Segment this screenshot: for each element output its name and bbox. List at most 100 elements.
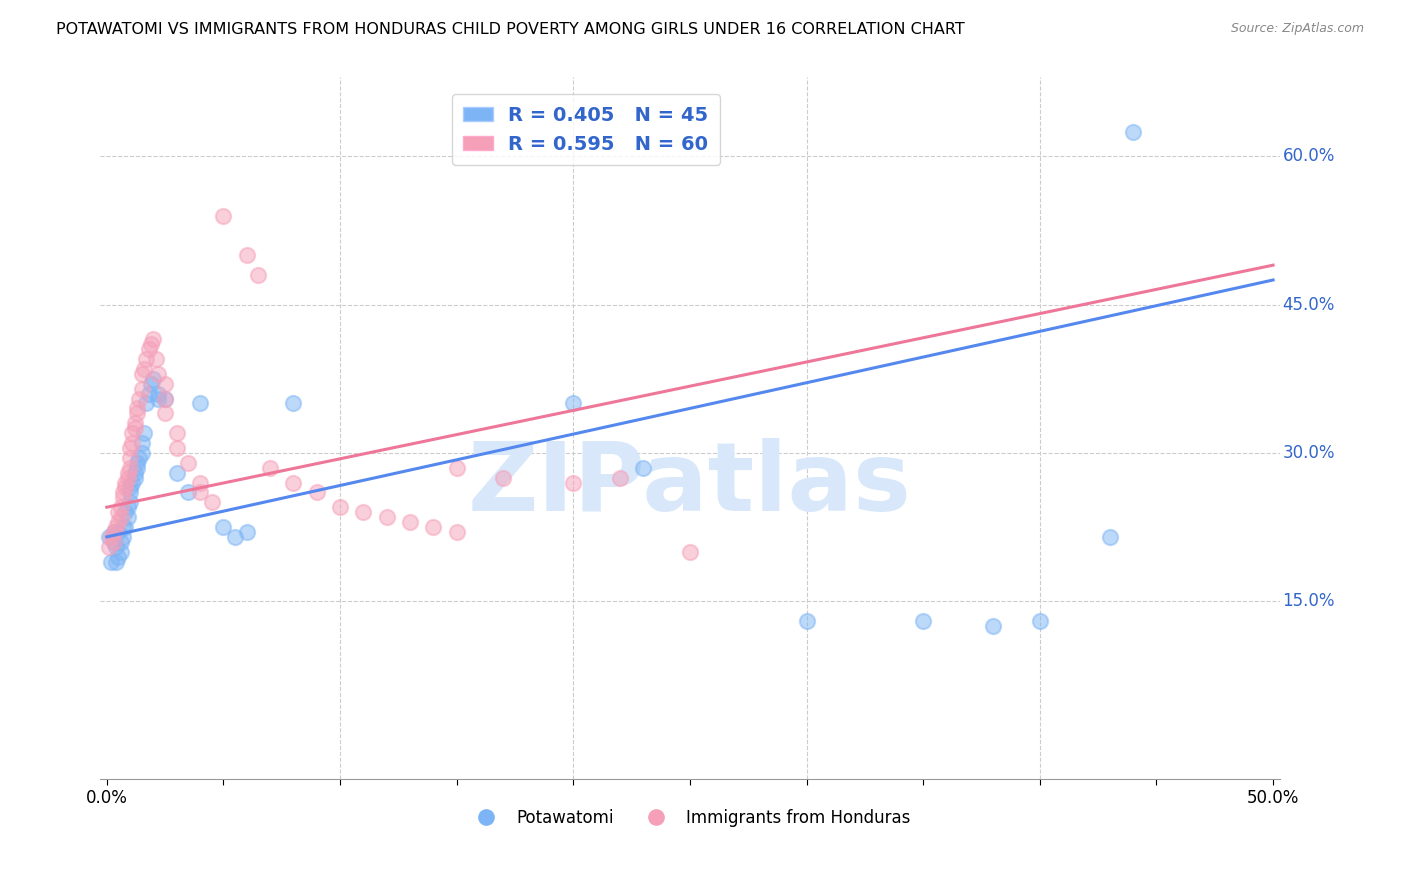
Point — [679, 544, 702, 558]
Point — [422, 520, 444, 534]
Point — [131, 436, 153, 450]
Point — [138, 386, 160, 401]
Point — [121, 426, 143, 441]
Point — [142, 332, 165, 346]
Point — [110, 500, 132, 515]
Point — [124, 470, 146, 484]
Point — [132, 362, 155, 376]
Point — [166, 426, 188, 441]
Point — [283, 396, 305, 410]
Point — [399, 515, 422, 529]
Point — [562, 396, 585, 410]
Text: 45.0%: 45.0% — [1282, 295, 1334, 314]
Point — [105, 555, 128, 569]
Point — [121, 436, 143, 450]
Point — [166, 441, 188, 455]
Point — [131, 446, 153, 460]
Point — [1098, 530, 1121, 544]
Point — [110, 534, 132, 549]
Point — [1029, 614, 1052, 628]
Point — [127, 401, 149, 416]
Point — [259, 460, 281, 475]
Point — [153, 392, 176, 406]
Text: 15.0%: 15.0% — [1282, 592, 1334, 610]
Point — [375, 510, 398, 524]
Point — [135, 351, 157, 366]
Point — [112, 520, 135, 534]
Point — [142, 372, 165, 386]
Point — [212, 520, 235, 534]
Point — [103, 534, 125, 549]
Point — [201, 495, 224, 509]
Point — [103, 524, 125, 539]
Point — [609, 470, 631, 484]
Point — [117, 466, 139, 480]
Point — [139, 376, 162, 391]
Point — [105, 540, 128, 554]
Point — [110, 510, 132, 524]
Point — [124, 466, 146, 480]
Point — [562, 475, 585, 490]
Point — [247, 268, 270, 282]
Point — [103, 524, 125, 539]
Point — [114, 475, 136, 490]
Point — [117, 500, 139, 515]
Point — [131, 367, 153, 381]
Point — [127, 406, 149, 420]
Point — [127, 460, 149, 475]
Point — [124, 421, 146, 435]
Point — [114, 505, 136, 519]
Point — [110, 544, 132, 558]
Text: Source: ZipAtlas.com: Source: ZipAtlas.com — [1230, 22, 1364, 36]
Point — [107, 549, 129, 564]
Point — [212, 209, 235, 223]
Point — [105, 520, 128, 534]
Point — [114, 520, 136, 534]
Point — [103, 534, 125, 549]
Point — [128, 392, 150, 406]
Point — [127, 456, 149, 470]
Point — [224, 530, 246, 544]
Point — [305, 485, 328, 500]
Point — [114, 480, 136, 494]
Point — [112, 491, 135, 505]
Point — [166, 466, 188, 480]
Point — [120, 485, 142, 500]
Point — [124, 416, 146, 430]
Point — [100, 555, 122, 569]
Point — [981, 619, 1004, 633]
Point — [796, 614, 818, 628]
Point — [139, 337, 162, 351]
Point — [112, 530, 135, 544]
Point — [98, 530, 121, 544]
Point — [235, 248, 257, 262]
Point — [146, 392, 169, 406]
Point — [146, 367, 169, 381]
Point — [153, 392, 176, 406]
Point — [177, 485, 200, 500]
Point — [112, 485, 135, 500]
Point — [446, 460, 468, 475]
Point — [121, 475, 143, 490]
Point — [352, 505, 374, 519]
Point — [283, 475, 305, 490]
Legend: Potawatomi, Immigrants from Honduras: Potawatomi, Immigrants from Honduras — [463, 803, 917, 834]
Point — [107, 524, 129, 539]
Point — [117, 510, 139, 524]
Point — [188, 396, 211, 410]
Point — [120, 480, 142, 494]
Point — [138, 342, 160, 356]
Point — [117, 470, 139, 484]
Text: POTAWATOMI VS IMMIGRANTS FROM HONDURAS CHILD POVERTY AMONG GIRLS UNDER 16 CORREL: POTAWATOMI VS IMMIGRANTS FROM HONDURAS C… — [56, 22, 965, 37]
Text: 60.0%: 60.0% — [1282, 147, 1334, 166]
Point — [446, 524, 468, 539]
Point — [188, 475, 211, 490]
Point — [128, 450, 150, 465]
Text: 30.0%: 30.0% — [1282, 444, 1334, 462]
Point — [135, 396, 157, 410]
Point — [188, 485, 211, 500]
Point — [153, 376, 176, 391]
Text: ZIPatlas: ZIPatlas — [468, 438, 912, 531]
Point — [120, 460, 142, 475]
Point — [329, 500, 352, 515]
